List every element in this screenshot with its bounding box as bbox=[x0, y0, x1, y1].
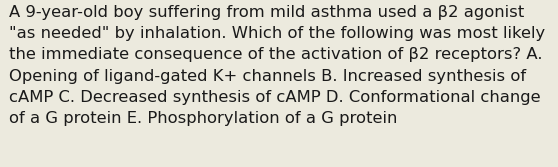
Text: A 9-year-old boy suffering from mild asthma used a β2 agonist
"as needed" by inh: A 9-year-old boy suffering from mild ast… bbox=[9, 5, 546, 126]
